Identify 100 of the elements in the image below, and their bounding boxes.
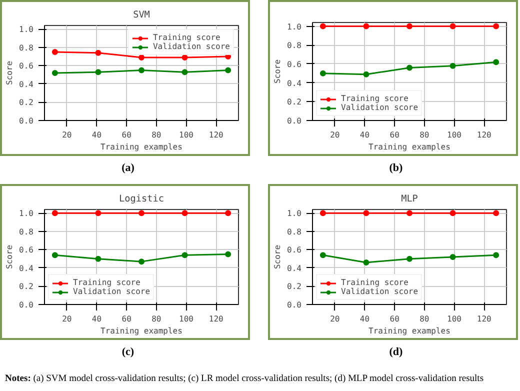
x-tick-label: 120 [476,130,492,140]
point [493,210,500,216]
y-tick-label: 0.8 [287,41,302,50]
x-tick-label: 20 [62,314,72,324]
y-axis-title: Score [5,60,14,86]
point [95,210,102,216]
point [182,210,188,216]
point [52,48,58,55]
text: (d) [389,346,403,358]
legend-label: Training score [73,278,140,287]
legend-label: Validation score [73,287,150,296]
point [182,69,188,76]
point [320,70,326,76]
y-tick-label: 0.6 [287,246,302,255]
point [225,251,232,258]
point [182,252,188,258]
legend-label: Training score [341,278,408,287]
point [450,210,456,216]
x-axis-title: Training examples [100,142,183,152]
x-tick-label: 80 [152,130,162,140]
y-axis-title: Score [5,244,14,270]
text: (c) [122,346,134,358]
legend-label: Validation score [341,287,418,296]
y-tick-label: 0.4 [287,264,302,273]
y-tick-label: 1.0 [19,209,34,218]
point [52,210,58,216]
point [363,23,370,30]
y-tick-label: 1.0 [287,22,302,32]
point [138,67,144,74]
point [52,70,58,76]
x-tick-label: 60 [122,130,132,140]
x-tick-label: 20 [62,130,72,140]
text: Notes: (a) SVM model cross-validation results; (c) LR model cross-validation results; (d) MLP model cross-validation results [5,373,484,386]
y-tick-label: 0.2 [287,282,302,292]
text: (a) [122,162,134,174]
y-tick-label: 0.8 [19,43,34,52]
x-tick-label: 40 [92,130,102,140]
point [225,210,232,216]
point [363,210,370,216]
point [95,69,102,76]
point [320,210,326,216]
legend-label: Training score [341,94,408,103]
y-tick-label: 0.2 [19,282,34,292]
x-tick-label: 120 [476,314,492,324]
x-axis-title: Training examples [368,142,451,152]
y-tick-label: 0.2 [19,98,34,108]
point [493,252,500,258]
point [450,254,456,260]
y-tick-label: 0.4 [287,78,302,88]
x-tick-label: 20 [330,130,340,140]
x-tick-label: 80 [420,130,430,140]
chart-title: SVM [133,10,150,20]
x-axis-title: Training examples [100,326,183,336]
point [225,67,232,74]
y-tick-label: 0.6 [287,60,302,69]
point [363,71,370,78]
point [138,210,144,216]
point [406,210,412,216]
point [493,23,500,30]
x-tick-label: 60 [390,130,400,140]
point [493,59,500,66]
point [320,23,326,30]
y-tick-label: 0.6 [19,246,34,255]
x-axis-title: Training examples [368,326,451,336]
y-tick-label: 0.0 [287,300,302,310]
point [182,54,188,60]
chart-title: MLP [401,194,418,204]
point [95,256,102,262]
x-tick-label: 100 [447,130,462,140]
point [138,258,144,265]
y-tick-label: 0.8 [287,227,302,236]
y-tick-label: 0.0 [19,116,34,126]
y-axis-title: Score [273,244,282,270]
y-axis-title: Score [273,59,282,84]
legend-label: Validation score [152,42,230,51]
text: (b) [389,162,403,174]
x-tick-label: 20 [330,314,340,324]
y-tick-label: 0.2 [287,98,302,107]
point [450,23,456,30]
y-tick-label: 0.8 [19,227,34,236]
y-tick-label: 0.6 [19,62,34,71]
x-tick-label: 80 [420,314,430,324]
y-tick-label: 0.0 [287,116,302,126]
y-tick-label: 1.0 [287,209,302,218]
point [320,252,326,258]
x-tick-label: 100 [447,314,462,324]
y-tick-label: 1.0 [19,25,34,34]
x-tick-label: 40 [92,314,102,324]
y-tick-label: 0.0 [19,300,34,310]
x-tick-label: 120 [208,130,224,140]
x-tick-label: 120 [208,314,224,324]
legend-label: Training score [152,33,220,42]
legend-label: Validation score [341,103,418,112]
x-tick-label: 60 [390,314,400,324]
point [138,54,144,60]
x-tick-label: 40 [360,130,370,140]
y-tick-label: 0.4 [19,264,34,273]
x-tick-label: 60 [122,314,132,324]
point [95,50,102,56]
point [52,252,58,258]
